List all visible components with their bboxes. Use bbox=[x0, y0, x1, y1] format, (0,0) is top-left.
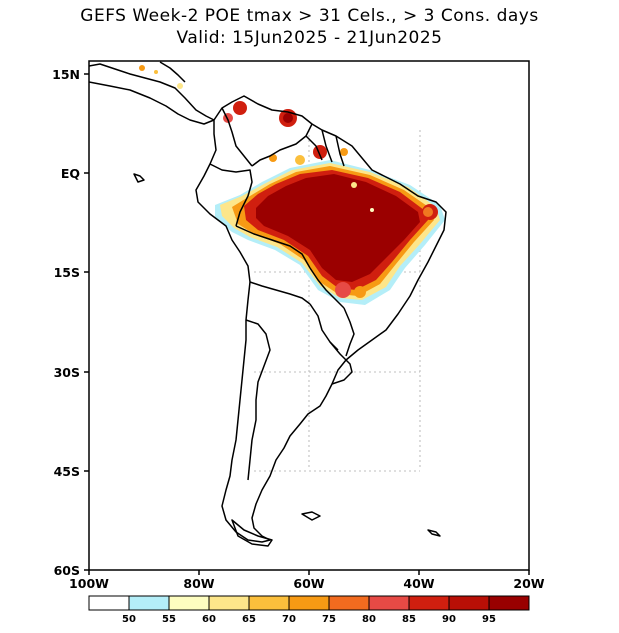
legend-labels: 50 55 60 65 70 75 80 85 90 95 bbox=[122, 614, 496, 625]
legend-box bbox=[208, 595, 250, 611]
legend-label: 85 bbox=[402, 614, 416, 625]
legend-box bbox=[88, 595, 130, 611]
legend-box bbox=[448, 595, 490, 611]
legend-box bbox=[488, 595, 530, 611]
map-title: GEFS Week-2 POE tmax > 31 Cels., > 3 Con… bbox=[80, 6, 539, 26]
lon-label-20w: 20W bbox=[513, 576, 544, 591]
lon-label-60w: 60W bbox=[293, 576, 324, 591]
legend-box bbox=[368, 595, 410, 611]
legend-box bbox=[128, 595, 170, 611]
lat-label-15n: 15N bbox=[52, 67, 80, 82]
color-legend: 50 55 60 65 70 75 80 85 90 95 bbox=[88, 595, 530, 625]
legend-box bbox=[248, 595, 290, 611]
legend-label: 60 bbox=[202, 614, 216, 625]
lat-ticks bbox=[84, 73, 89, 571]
lon-label-100w: 100W bbox=[69, 576, 109, 591]
legend-box bbox=[328, 595, 370, 611]
falklands-outline bbox=[301, 511, 321, 521]
south-america-outline bbox=[195, 95, 447, 543]
lon-label-40w: 40W bbox=[403, 576, 434, 591]
legend-label: 95 bbox=[482, 614, 496, 625]
legend-label: 50 bbox=[122, 614, 136, 625]
probability-shading bbox=[139, 65, 445, 305]
lat-label-45s: 45S bbox=[54, 464, 80, 479]
legend-label: 80 bbox=[362, 614, 376, 625]
legend-color-boxes bbox=[88, 595, 530, 611]
legend-label: 65 bbox=[242, 614, 256, 625]
legend-label: 70 bbox=[282, 614, 296, 625]
legend-label: 55 bbox=[162, 614, 176, 625]
map-subtitle-valid-dates: Valid: 15Jun2025 - 21Jun2025 bbox=[176, 28, 443, 48]
lat-label-eq: EQ bbox=[61, 166, 80, 181]
lon-label-80w: 80W bbox=[183, 576, 214, 591]
lat-label-15s: 15S bbox=[54, 265, 80, 280]
lat-label-60s: 60S bbox=[54, 563, 80, 578]
prob-band-dark bbox=[256, 174, 420, 282]
legend-label: 90 bbox=[442, 614, 456, 625]
legend-box bbox=[408, 595, 450, 611]
legend-box bbox=[288, 595, 330, 611]
central-america-outline bbox=[89, 63, 215, 121]
lat-label-30s: 30S bbox=[54, 365, 80, 380]
lon-ticks bbox=[88, 570, 530, 575]
coastlines-borders bbox=[89, 61, 447, 547]
legend-label: 75 bbox=[322, 614, 336, 625]
legend-box bbox=[168, 595, 210, 611]
